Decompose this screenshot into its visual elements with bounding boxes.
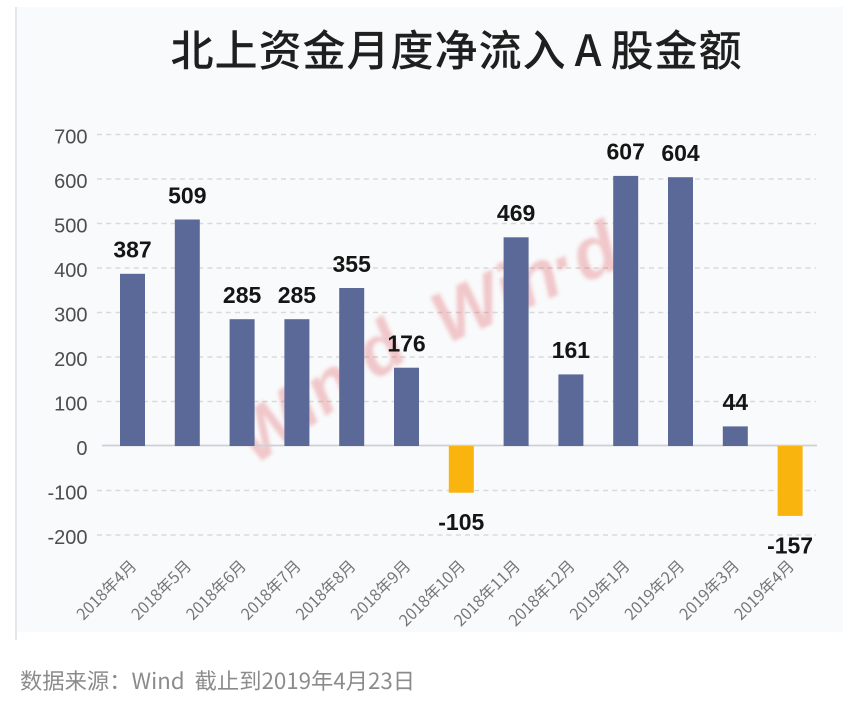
svg-text:-200: -200	[47, 527, 87, 549]
svg-text:500: 500	[54, 216, 87, 238]
svg-text:0: 0	[76, 438, 87, 460]
svg-text:-100: -100	[47, 483, 87, 505]
svg-text:176: 176	[387, 331, 425, 357]
svg-text:700: 700	[54, 127, 87, 149]
svg-text:100: 100	[54, 394, 87, 416]
svg-text:300: 300	[54, 305, 87, 327]
svg-text:285: 285	[223, 282, 262, 308]
svg-text:400: 400	[54, 260, 87, 282]
svg-text:285: 285	[278, 282, 317, 308]
svg-text:355: 355	[333, 251, 372, 277]
svg-text:387: 387	[113, 237, 151, 263]
svg-text:200: 200	[54, 349, 87, 371]
svg-text:44: 44	[723, 389, 749, 415]
svg-text:600: 600	[54, 171, 87, 193]
svg-text:509: 509	[168, 182, 206, 208]
svg-text:-105: -105	[438, 509, 484, 535]
svg-text:469: 469	[497, 200, 535, 226]
svg-text:161: 161	[552, 337, 591, 363]
svg-text:607: 607	[607, 139, 645, 165]
svg-text:604: 604	[661, 140, 700, 166]
svg-text:-157: -157	[767, 532, 813, 558]
